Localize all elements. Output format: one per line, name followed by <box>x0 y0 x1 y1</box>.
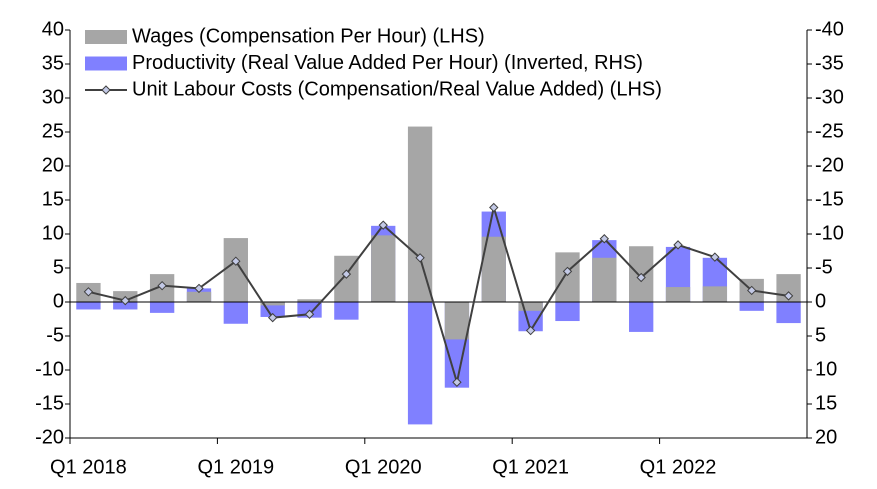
x-tick-label: Q1 2021 <box>492 456 569 478</box>
legend-label: Productivity (Real Value Added Per Hour)… <box>132 52 643 74</box>
marker <box>231 256 241 266</box>
y2-tick-label: -35 <box>815 52 844 74</box>
y2-tick-label: -10 <box>815 222 844 244</box>
bar <box>113 302 138 310</box>
marker <box>378 220 388 230</box>
bar <box>407 302 433 425</box>
y-tick-label: 20 <box>42 154 64 176</box>
bar <box>260 302 285 317</box>
y2-tick-label: 5 <box>815 324 826 346</box>
marker <box>415 253 425 263</box>
y2-tick-label: 15 <box>815 392 837 414</box>
bar <box>149 302 175 313</box>
y-tick-label: -15 <box>35 392 64 414</box>
bar <box>186 291 212 302</box>
marker <box>783 291 794 301</box>
bar <box>371 235 396 302</box>
marker <box>267 312 278 323</box>
marker <box>489 202 499 213</box>
marker <box>562 266 573 277</box>
y-tick-label: -5 <box>46 324 64 346</box>
bar <box>444 302 470 340</box>
y-tick-label: 15 <box>42 188 64 210</box>
bar <box>297 299 322 302</box>
x-tick-label: Q1 2018 <box>50 456 127 478</box>
y-tick-label: 40 <box>42 18 64 40</box>
marker <box>452 377 462 387</box>
legend-swatch <box>85 30 127 44</box>
bar <box>518 302 543 311</box>
y-tick-label: 10 <box>42 222 64 244</box>
y-tick-label: 35 <box>42 52 64 74</box>
y2-tick-label: 10 <box>815 358 837 380</box>
bar <box>592 257 617 302</box>
bar <box>739 302 764 311</box>
marker <box>157 280 167 291</box>
bar <box>555 302 580 322</box>
bar <box>76 302 101 310</box>
bar <box>702 286 728 302</box>
marker <box>636 272 646 283</box>
bar <box>776 302 801 324</box>
legend-label: Unit Labour Costs (Compensation/Real Val… <box>132 78 662 100</box>
y2-tick-label: -30 <box>815 86 844 108</box>
bar <box>629 302 654 332</box>
bar <box>260 302 285 306</box>
marker <box>710 252 720 262</box>
y-tick-label: 0 <box>53 290 64 312</box>
bar <box>223 302 248 324</box>
y2-tick-label: -5 <box>815 256 833 278</box>
y-tick-label: 30 <box>42 86 64 108</box>
marker <box>747 285 757 296</box>
y-tick-label: -10 <box>35 358 64 380</box>
marker <box>83 287 94 297</box>
x-tick-label: Q1 2020 <box>345 456 422 478</box>
bar <box>407 126 433 302</box>
bar <box>223 238 248 302</box>
marker <box>194 283 204 294</box>
marker <box>120 295 130 306</box>
y2-tick-label: -20 <box>815 154 844 176</box>
legend-marker <box>101 85 111 95</box>
y2-tick-label: -40 <box>815 18 844 40</box>
bar <box>665 287 691 302</box>
marker <box>525 325 536 336</box>
y2-tick-label: 0 <box>815 290 826 312</box>
y2-tick-label: 20 <box>815 426 837 448</box>
y2-tick-label: -15 <box>815 188 844 210</box>
y-tick-label: 5 <box>53 256 64 278</box>
legend-swatch <box>85 56 127 71</box>
bar <box>555 252 580 302</box>
marker <box>599 234 610 244</box>
marker <box>673 240 683 250</box>
line <box>88 207 789 383</box>
y-tick-label: -20 <box>35 426 64 448</box>
x-tick-label: Q1 2019 <box>197 456 274 478</box>
legend-label: Wages (Compensation Per Hour) (LHS) <box>132 25 485 47</box>
y-tick-label: 25 <box>42 120 64 142</box>
bar <box>334 302 359 320</box>
y2-tick-label: -25 <box>815 120 844 142</box>
marker <box>341 269 352 279</box>
marker <box>304 309 315 319</box>
x-tick-label: Q1 2022 <box>640 456 717 478</box>
